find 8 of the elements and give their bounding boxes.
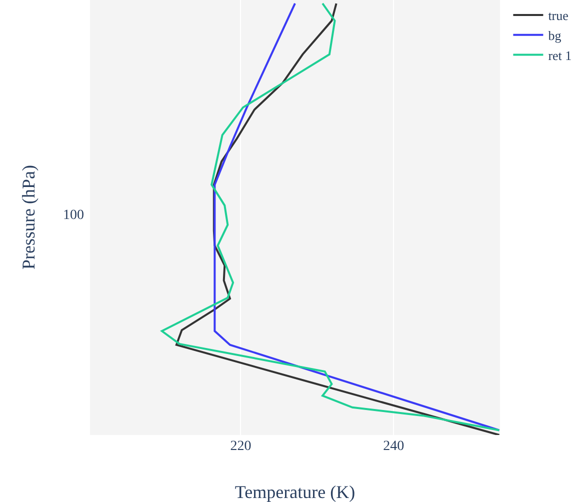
x-axis-title: Temperature (K): [234, 482, 356, 502]
x-tick-label: 240: [383, 439, 404, 454]
y-axis-title: Pressure (hPa): [18, 165, 38, 270]
legend-label: true: [548, 8, 569, 24]
legend-label: ret 1: [548, 48, 572, 63]
legend-label: bg: [548, 28, 562, 43]
text: 100: [63, 208, 84, 223]
x-tick-label: 220: [230, 439, 252, 454]
